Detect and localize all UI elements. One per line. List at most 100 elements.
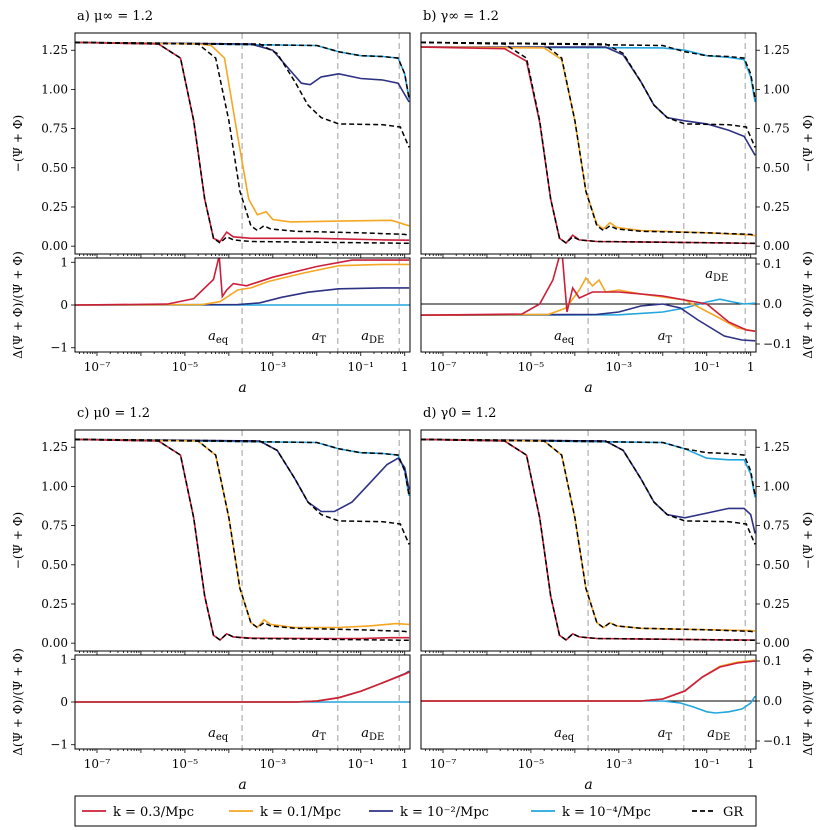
panel-b: b) γ∞ = 1.2 10⁻⁷ 10⁻⁵ 10⁻³ 10⁻¹ 1 a 0.00 0.25 0.5… (420, 9, 815, 396)
y-tick-label: 0.00 (763, 239, 790, 253)
y-tick-label: 0.25 (41, 200, 68, 214)
y-tick-label: 0.00 (41, 636, 68, 650)
y-tick-label: 0.75 (763, 122, 790, 136)
y-tick-label: 0.25 (763, 597, 790, 611)
x-tick-label: 10⁻¹ (694, 757, 720, 771)
gr-series-k03 (75, 41, 410, 245)
y-tick-label: 0.00 (41, 239, 68, 253)
gr-series-k1e4 (75, 41, 410, 99)
y-tick-label: 0.50 (763, 161, 790, 175)
x-tick-label: 10⁻⁷ (84, 757, 111, 771)
bottom-series (75, 258, 410, 306)
y-tick-label: −0.1 (763, 337, 792, 351)
delta-series-k03 (421, 258, 756, 332)
y-tick-label: 0.75 (763, 519, 790, 533)
bottom-series (421, 659, 756, 714)
x-tick-label: 10⁻³ (606, 757, 633, 771)
gr-series-k01 (421, 438, 756, 633)
y-tick-label: −1 (50, 341, 68, 355)
x-tick-label: 10⁻¹ (694, 360, 720, 374)
x-tick-label: 10⁻³ (260, 360, 287, 374)
gr-series-k01 (421, 41, 756, 236)
annotation-a-eq: aeq (208, 726, 229, 743)
panel-title-b: b) γ∞ = 1.2 (423, 9, 499, 24)
bottom-y-axis-label: Δ(Ψ + Φ)/(Ψ + Φ) (801, 251, 815, 359)
y-tick-label: −0.1 (763, 734, 792, 748)
y-tick-label: 0.1 (763, 257, 782, 271)
y-tick-label: 1.25 (763, 43, 790, 57)
y-tick-label: 0.25 (763, 200, 790, 214)
x-tick-label: 10⁻⁷ (84, 360, 111, 374)
y-tick-label: 0.50 (763, 558, 790, 572)
bottom-y-axis-label: Δ(Ψ + Φ)/(Ψ + Φ) (801, 648, 815, 756)
y-tick-label: 1.25 (41, 440, 68, 454)
series-k03 (75, 438, 410, 642)
delta-series-k1e2 (421, 303, 756, 342)
legend-label-gr: GR (723, 805, 744, 820)
top-series (75, 438, 410, 642)
legend-label-k03: k = 0.3/Mpc (113, 805, 194, 820)
delta-series-k1e4 (421, 298, 756, 316)
bottom-series (75, 670, 410, 703)
legend-label-k1e2: k = 10⁻²/Mpc (400, 805, 489, 820)
panel-c: c) μ0 = 1.2 10⁻⁷ 10⁻⁵ 10⁻³ 10⁻¹ 1 a 0.00 0.25 0.5… (11, 406, 411, 793)
annotation-a-eq: aeq (554, 726, 575, 743)
panel-a: a) μ∞ = 1.2 10⁻⁷ 10⁻⁵ 10⁻³ 10⁻¹ 1 a 0.00 0.25 0.5… (11, 9, 411, 396)
gr-series-k1e4 (75, 438, 410, 496)
panels-group: a) μ∞ = 1.210⁻⁷ 10⁻⁵ 10⁻³ 10⁻¹ 1a0.000.250.5… (11, 9, 815, 793)
y-tick-label: 0.75 (41, 122, 68, 136)
gr-series-k01 (75, 41, 410, 236)
y-tick-label: 1.00 (763, 479, 790, 493)
series-k03 (421, 438, 756, 642)
x-tick-label: 1 (747, 360, 755, 374)
y-tick-label: 0.1 (763, 654, 782, 668)
y-tick-label: 1.00 (41, 82, 68, 96)
gr-series-k03 (421, 41, 756, 245)
y-tick-label: 0.50 (41, 558, 68, 572)
bottom-y-axis-label: Δ(Ψ + Φ)/(Ψ + Φ) (11, 251, 25, 359)
gr-series-k1e2 (75, 41, 410, 148)
series-k1e4 (75, 41, 410, 99)
x-tick-label: 10⁻¹ (348, 757, 374, 771)
gr-series-k1e4 (421, 438, 756, 496)
legend-label-k01: k = 0.1/Mpc (260, 805, 341, 820)
y-tick-label: 1 (60, 652, 68, 666)
top-y-axis-label: −(Ψ + Φ) (801, 115, 815, 172)
gr-series-k01 (75, 438, 410, 633)
top-y-axis-label: −(Ψ + Φ) (801, 512, 815, 569)
delta-series-k03 (75, 671, 410, 703)
y-tick-label: 1.25 (41, 43, 68, 57)
gr-series-k1e2 (421, 438, 756, 545)
delta-series-k03 (421, 660, 756, 702)
x-axis-label: a (238, 777, 246, 793)
gr-series-k03 (421, 438, 756, 642)
top-series (75, 41, 410, 245)
gr-series-k1e2 (75, 438, 410, 545)
annotation-a-T: aT (312, 329, 327, 346)
top-y-axis-label: −(Ψ + Φ) (11, 512, 25, 569)
x-axis-label: a (238, 380, 246, 396)
y-tick-label: 0.0 (763, 694, 782, 708)
y-tick-label: 1.00 (763, 82, 790, 96)
x-tick-label: 10⁻¹ (348, 360, 374, 374)
x-tick-label: 1 (747, 757, 755, 771)
x-tick-label: 10⁻⁵ (518, 360, 545, 374)
delta-series-k1e2 (75, 287, 410, 306)
series-k1e4 (75, 438, 410, 496)
x-axis-label: a (584, 777, 592, 793)
annotation-a-DE: aDE (705, 267, 728, 284)
delta-series-k01 (75, 263, 410, 306)
top-series (421, 41, 756, 245)
delta-series-k03 (75, 258, 410, 306)
bottom-y-axis-label: Δ(Ψ + Φ)/(Ψ + Φ) (11, 648, 25, 756)
series-k1e4 (421, 438, 756, 498)
y-tick-label: 0.00 (763, 636, 790, 650)
annotation-a-DE: aDE (361, 329, 384, 346)
top-y-axis-label: −(Ψ + Φ) (11, 115, 25, 172)
annotation-a-DE: aDE (361, 726, 384, 743)
delta-series-k1e4 (421, 695, 756, 714)
annotation-a-T: aT (658, 726, 673, 743)
x-tick-label: 10⁻³ (606, 360, 633, 374)
annotation-a-eq: aeq (208, 329, 229, 346)
legend: k = 0.3/Mpc k = 0.1/Mpc k = 10⁻²/Mpc k = 10… (74, 795, 757, 827)
